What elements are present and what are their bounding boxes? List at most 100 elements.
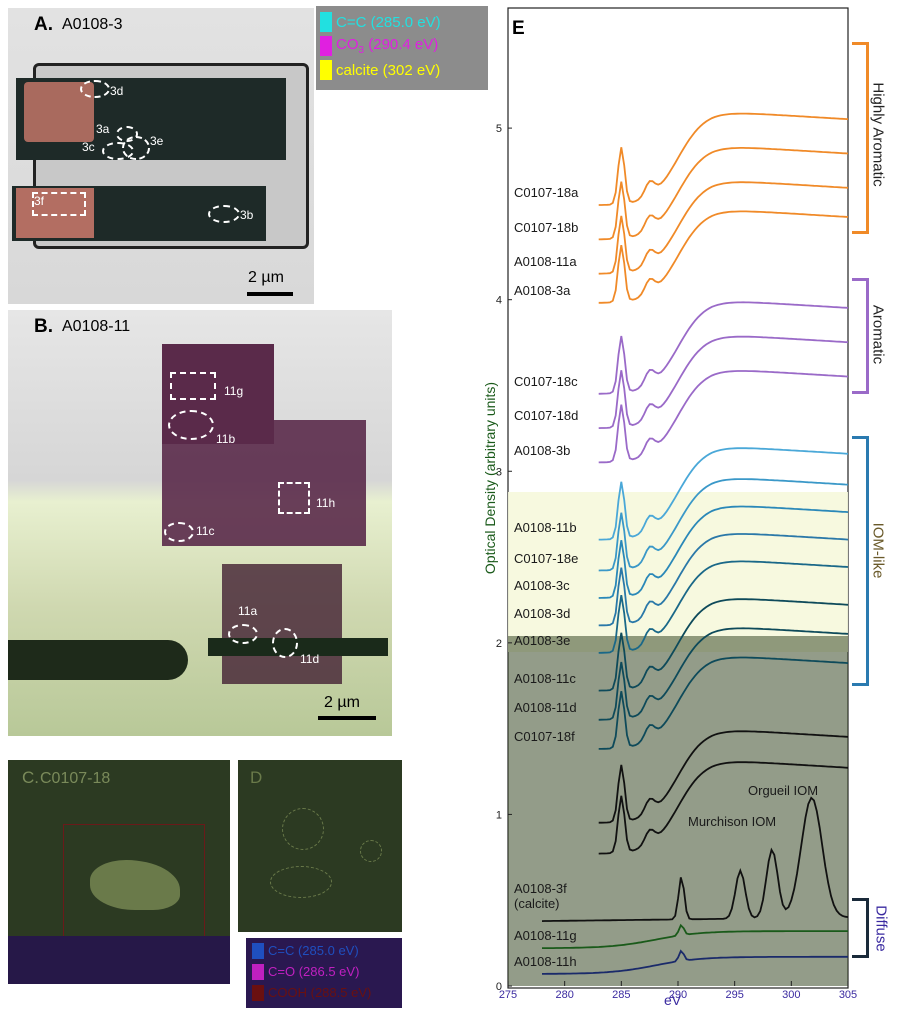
series-line-a0108-11h — [542, 949, 848, 975]
series-line-murchison-iom — [598, 761, 849, 855]
series-line-a0108-11a — [598, 181, 849, 275]
legend-text: C=C (285.0 eV) — [336, 13, 441, 31]
y-tick-label: 2 — [496, 638, 502, 650]
series-line-a0108-11c — [598, 598, 849, 692]
panel-a-map-bottom — [12, 186, 266, 241]
panel-b-map-strip — [208, 638, 388, 656]
series-line-c0107-18a — [598, 112, 849, 206]
roi-18f — [282, 808, 324, 850]
legend-bottom-row-co: C=O (286.5 eV) — [252, 961, 402, 982]
legend-top: C=C (285.0 eV) CO3 (290.4 eV) calcite (3… — [316, 6, 488, 90]
x-tick-label: 280 — [555, 989, 573, 1001]
roi-label-11h: 11h — [316, 496, 336, 510]
shade-iom — [508, 492, 848, 652]
legend-bottom: C=C (285.0 eV) C=O (286.5 eV) COOH (288.… — [246, 938, 402, 1008]
series-label: A0108-3f (calcite) — [514, 880, 567, 911]
series-label: A0108-3e — [514, 633, 571, 649]
series-label: C0107-18d — [514, 408, 579, 424]
legend-swatch — [252, 942, 264, 959]
panel-b-map-2 — [162, 420, 366, 546]
group-label-aromatic: Aromatic — [869, 304, 887, 365]
bracket-diffuse — [852, 898, 869, 958]
panel-b-letter: B. — [34, 316, 53, 337]
y-tick-label: 1 — [496, 809, 502, 821]
roi-11d — [272, 628, 298, 658]
bracket-aromatic — [852, 278, 869, 394]
scale-label-b: 2 µm — [324, 694, 360, 711]
legend-swatch — [320, 12, 332, 32]
series-line-a0108-3e — [598, 560, 849, 654]
legend-swatch — [252, 984, 264, 1001]
bracket-iom-like — [852, 436, 869, 686]
scale-bar-a — [247, 292, 293, 296]
y-tick-label: 0 — [496, 981, 502, 993]
panel-b-name: A0108-11 — [62, 318, 131, 335]
roi-3e — [122, 136, 150, 160]
series-line-c0107-18f — [598, 656, 849, 750]
panel-e-letter: E — [512, 18, 525, 39]
legend-bottom-row-cooh: COOH (288.5 eV) — [252, 982, 402, 1003]
panel-a-name: A0108-3 — [62, 16, 123, 33]
legend-text: COOH (288.5 eV) — [268, 985, 372, 1000]
roi-label-11d: 11d — [300, 652, 320, 666]
series-line-a0108-11g — [542, 923, 848, 949]
series-label: A0108-11h — [514, 953, 577, 969]
roi-11a — [228, 624, 258, 644]
group-label-highly-aromatic: Highly Aromatic — [869, 82, 887, 187]
roi-label-3a: 3a — [96, 122, 110, 136]
series-line-a0108-3a — [598, 210, 849, 304]
legend-bottom-row-cc: C=C (285.0 eV) — [252, 940, 402, 961]
roi-label-3f: 3f — [34, 194, 45, 208]
series-line-a0108-3c — [598, 505, 849, 599]
panel-c-bottom-band — [8, 936, 230, 984]
roi-3d — [80, 80, 110, 98]
legend-swatch — [320, 60, 332, 80]
panel-c-letter: C. — [22, 768, 39, 787]
series-line-orgueil-iom — [598, 730, 849, 824]
series-label: A0108-11g — [514, 928, 577, 944]
series-label: A0108-11b — [514, 519, 577, 535]
legend-top-row-calcite: calcite (302 eV) — [320, 58, 488, 82]
series-label: C0107-18c — [514, 374, 578, 390]
series-line-a0108-3f-calcite- — [541, 796, 849, 922]
series-label: A0108-11a — [514, 253, 577, 269]
legend-text: C=C (285.0 eV) — [268, 943, 359, 958]
series-label: C0107-18a — [514, 185, 579, 201]
roi-11h — [278, 482, 310, 514]
legend-text: C=O (286.5 eV) — [268, 964, 360, 979]
panel-a-letter: A. — [34, 14, 53, 35]
roi-label-3b: 3b — [240, 208, 254, 222]
bracket-highly-aromatic — [852, 42, 869, 234]
roi-label-3e: 3e — [150, 134, 164, 148]
series-line-c0107-18c — [598, 301, 849, 395]
x-tick-label: 285 — [612, 989, 630, 1001]
legend-swatch — [320, 36, 332, 56]
panel-c-particle — [90, 860, 180, 910]
series-label: A0108-3c — [514, 578, 570, 594]
roi-18a — [360, 840, 382, 862]
roi-3f — [32, 192, 86, 216]
series-line-c0107-18b — [598, 147, 849, 241]
x-axis-label: eV — [664, 992, 682, 1008]
series-label: C0107-18e — [514, 550, 579, 566]
shade-dark — [508, 636, 848, 986]
legend-text-main: CO — [336, 36, 359, 53]
y-axis-label: Optical Density (arbitrary units) — [482, 381, 498, 575]
scale-bar-b — [318, 716, 376, 720]
panel-b-dark-arm — [8, 640, 188, 680]
group-label-diffuse: Diffuse — [872, 905, 890, 952]
series-line-a0108-11b — [598, 447, 849, 541]
legend-text-rest: (290.4 eV) — [364, 36, 439, 53]
series-line-a0108-3d — [598, 533, 849, 627]
roi-label-3d: 3d — [110, 84, 124, 98]
legend-text: calcite (302 eV) — [336, 61, 441, 79]
panel-d-letter: D — [250, 768, 263, 787]
series-label: A0108-3d — [514, 605, 571, 621]
legend-top-row-cc: C=C (285.0 eV) — [320, 10, 488, 34]
legend-text-sub: 3 — [358, 45, 365, 56]
roi-11b — [168, 410, 214, 440]
scale-label-a: 2 µm — [248, 269, 284, 286]
panel-c-image — [8, 760, 230, 984]
series-label: A0108-3a — [514, 283, 571, 299]
